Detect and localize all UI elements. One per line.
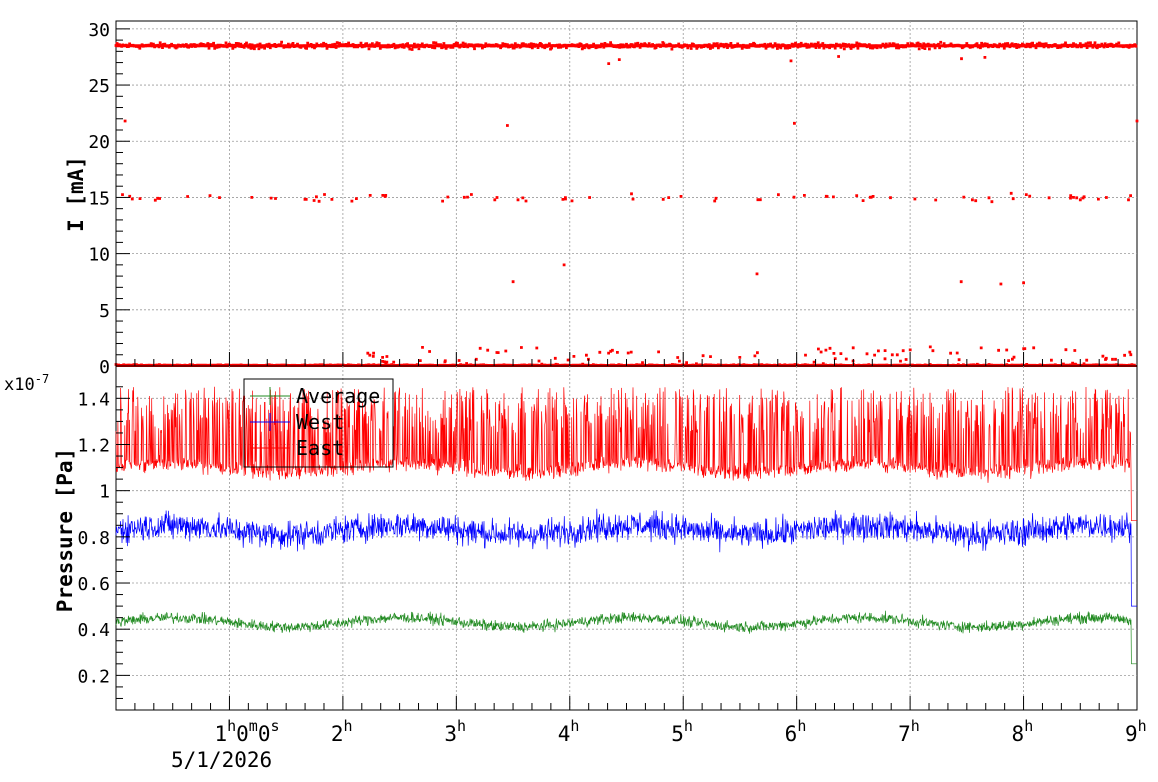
current-y-tick-label: 20 — [88, 132, 110, 153]
pressure-y-tick-label: 0.4 — [77, 620, 110, 641]
x-tick-label: 4h — [558, 717, 580, 746]
x-tick-label: 1h0m0s — [214, 717, 279, 746]
series-average-line — [115, 610, 1137, 665]
series-east-line — [115, 386, 1137, 522]
current-y-tick-label: 15 — [88, 188, 110, 209]
x-axis: 1h0m0s 2h 3h 4h 5h 6h 7h 8h 9h — [115, 352, 1147, 746]
scale-exponent: -7 — [35, 372, 49, 386]
series-west-line — [115, 508, 1137, 607]
pressure-y-tick-label: 0.8 — [77, 528, 110, 549]
svg-text:x10-7: x10-7 — [4, 372, 49, 395]
pressure-panel: 0.20.40.60.811.21.4 Pressure [Pa] x10-7 … — [4, 365, 1138, 711]
current-y-tick-label: 25 — [88, 76, 110, 97]
x-tick-label: 8h — [1012, 717, 1034, 746]
current-data — [114, 40, 1139, 367]
current-grid — [116, 21, 1137, 366]
current-y-tick-label: 30 — [88, 20, 110, 41]
legend-label: East — [296, 436, 344, 460]
current-panel: 0 5 10 15 20 25 30 I [mA] — [64, 20, 1139, 378]
scale-base: x10 — [4, 375, 35, 395]
x-tick-label: 3h — [444, 717, 466, 746]
x-tick-label: 6h — [785, 717, 807, 746]
x-tick-label: 5h — [671, 717, 693, 746]
pressure-y-tick-label: 0.6 — [77, 574, 110, 595]
current-y-tick-label: 5 — [99, 301, 110, 322]
current-y-tick-label: 0 — [99, 357, 110, 378]
pressure-data — [115, 386, 1137, 665]
current-y-axis-label: I [mA] — [64, 156, 88, 232]
pressure-y-ticks: 0.2 0.4 0.6 0.8 1 1.2 1.4 — [77, 386, 130, 699]
current-y-tick-label: 10 — [88, 245, 110, 266]
pressure-y-tick-label: 1.2 — [77, 435, 110, 456]
legend-box — [243, 378, 394, 468]
x-tick-label: 9h — [1125, 717, 1147, 746]
pressure-y-tick-label: 1.4 — [77, 389, 110, 410]
x-axis-date-label: 5/1/2026 — [171, 748, 272, 772]
x-tick-label: 7h — [898, 717, 920, 746]
pressure-scale-label: x10-7 — [4, 372, 49, 395]
pressure-y-axis-label: Pressure [Pa] — [53, 448, 77, 612]
legend-label: Average — [296, 384, 380, 408]
x-tick-label: 2h — [331, 717, 353, 746]
current-scatter-points — [114, 40, 1139, 367]
legend-label: West — [296, 410, 344, 434]
pressure-y-tick-label: 0.2 — [77, 666, 110, 687]
pressure-y-tick-label: 1 — [99, 482, 110, 503]
current-y-ticks: 0 5 10 15 20 25 30 — [88, 20, 130, 378]
current-plot-frame — [115, 20, 1138, 367]
